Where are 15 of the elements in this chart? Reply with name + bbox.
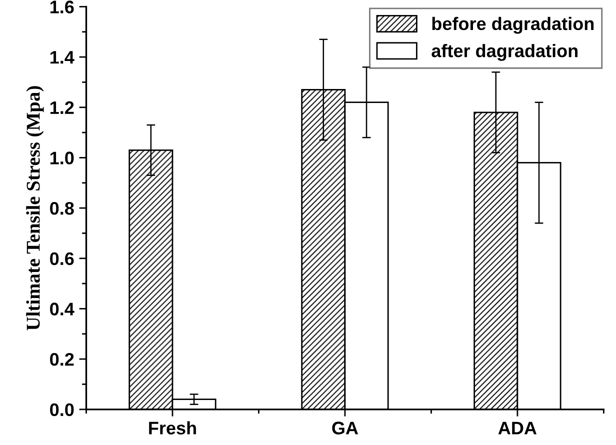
y-tick-label: 1.2 (50, 101, 74, 114)
x-tick-label: ADA (498, 422, 537, 434)
y-tick-label: 1.0 (50, 152, 74, 164)
y-tick-label: 0.2 (50, 352, 74, 366)
y-tick-label: 0.4 (50, 302, 74, 316)
y-axis-title: Ultimate Tensile Stress (Mpa) (26, 86, 44, 330)
y-tick-label: 0.6 (50, 252, 74, 266)
x-tick-label: GA (332, 422, 358, 434)
y-tick-label: 1.6 (50, 0, 74, 14)
y-tick-label: 0.8 (50, 202, 74, 215)
legend-label: before dagradation (432, 16, 594, 34)
y-tick-label: 1.4 (50, 51, 74, 64)
x-tick-label: Fresh (149, 421, 196, 434)
legend-label: after dagradation (432, 44, 578, 61)
y-tick-label: 0.0 (50, 403, 74, 416)
